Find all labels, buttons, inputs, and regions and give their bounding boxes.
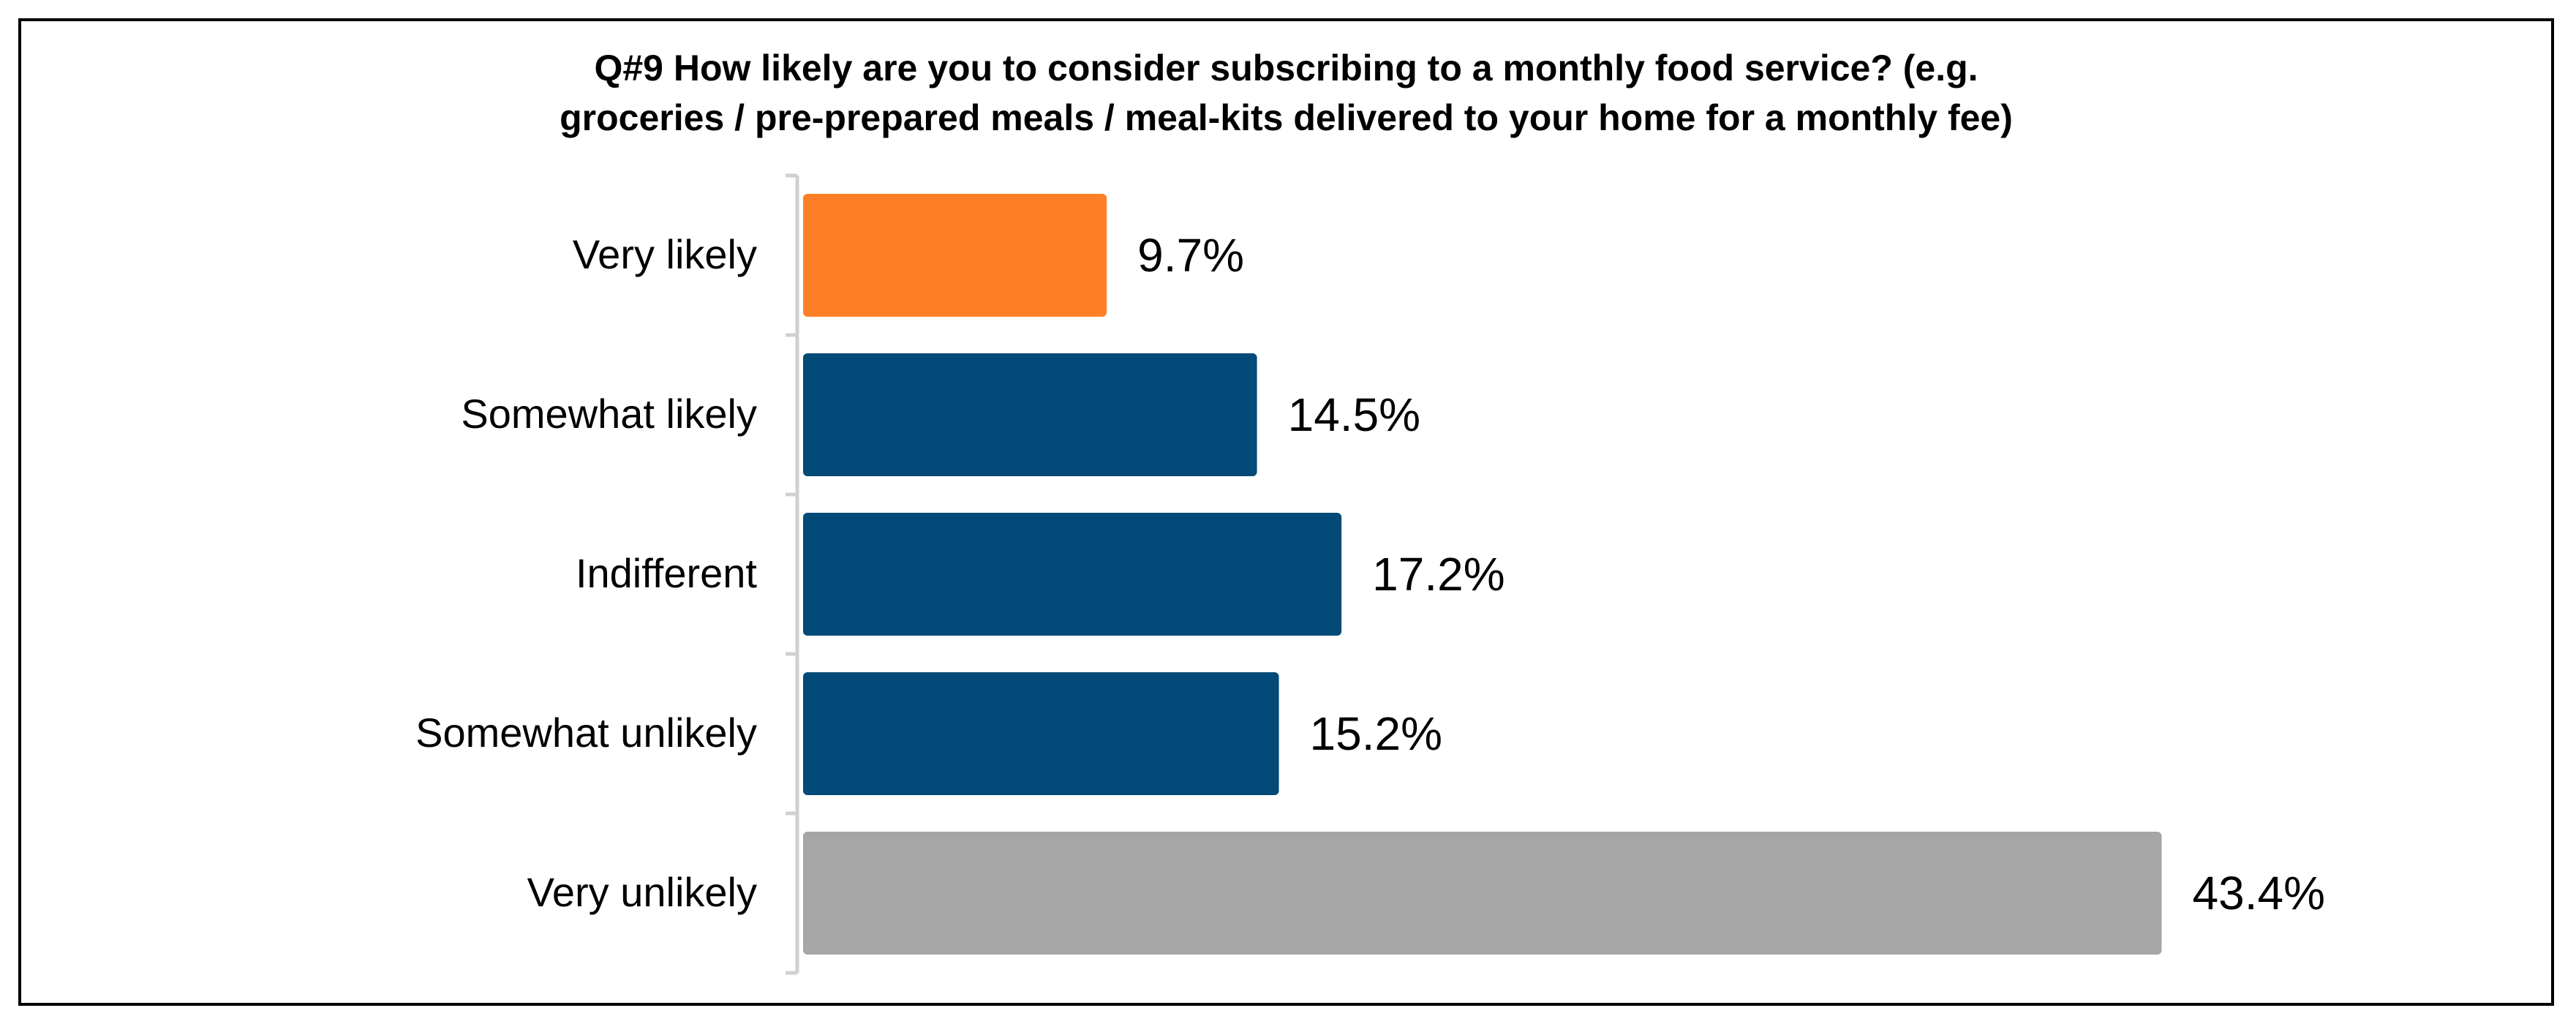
- data-label: 43.4%: [2193, 867, 2325, 919]
- bar: [803, 353, 1257, 476]
- data-label: 15.2%: [1310, 707, 1442, 760]
- bar: [803, 513, 1342, 636]
- category-label: Indifferent: [576, 550, 757, 596]
- data-label: 14.5%: [1288, 388, 1420, 441]
- chart-title-line-2: groceries / pre-prepared meals / meal-ki…: [560, 97, 2013, 138]
- chart-title-line-1: Q#9 How likely are you to consider subsc…: [594, 48, 1978, 89]
- category-label: Somewhat likely: [461, 391, 757, 437]
- bar: [803, 672, 1279, 795]
- bar: [803, 194, 1107, 317]
- category-label: Very likely: [573, 231, 757, 277]
- bar: [803, 832, 2162, 955]
- chart-title: Q#9 How likely are you to consider subsc…: [21, 43, 2551, 143]
- data-label: 17.2%: [1372, 548, 1504, 601]
- data-label: 9.7%: [1137, 229, 1244, 282]
- category-label: Very unlikely: [527, 869, 757, 915]
- category-label: Somewhat unlikely: [415, 710, 757, 756]
